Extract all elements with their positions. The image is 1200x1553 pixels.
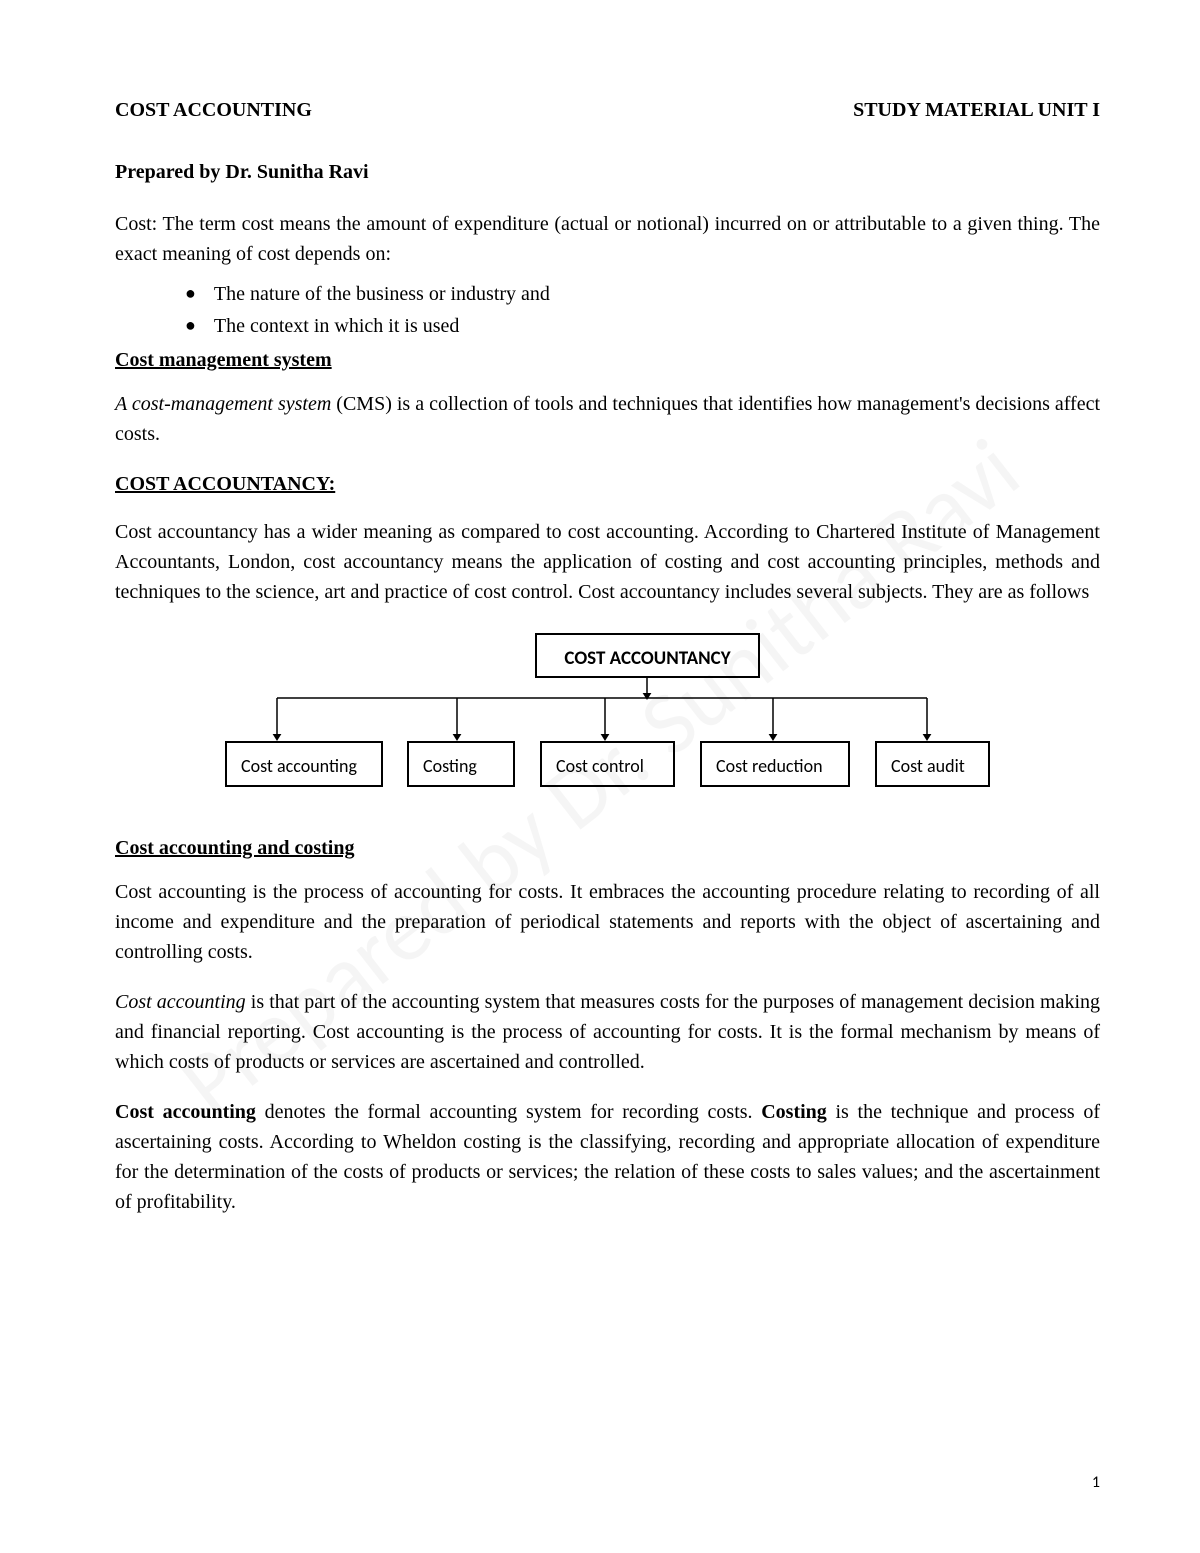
- prepared-by: Prepared by Dr. Sunitha Ravi: [115, 157, 1100, 187]
- header-right: STUDY MATERIAL UNIT I: [853, 95, 1100, 125]
- header-left: COST ACCOUNTING: [115, 95, 312, 125]
- bullet-icon: ●: [185, 311, 196, 340]
- cac-paragraph-3: Cost accounting denotes the formal accou…: [115, 1097, 1100, 1217]
- list-item: ● The nature of the business or industry…: [185, 279, 1100, 309]
- diagram-child-node: Costing: [407, 741, 515, 787]
- cac3-bold1: Cost accounting: [115, 1101, 256, 1123]
- bullet-text: The context in which it is used: [214, 311, 460, 341]
- diagram-root-node: COST ACCOUNTANCY: [535, 633, 760, 678]
- diagram-child-node: Cost accounting: [225, 741, 383, 787]
- cac-paragraph-1: Cost accounting is the process of accoun…: [115, 877, 1100, 967]
- intro-paragraph: Cost: The term cost means the amount of …: [115, 209, 1100, 269]
- bullet-text: The nature of the business or industry a…: [214, 279, 550, 309]
- diagram-child-node: Cost audit: [875, 741, 990, 787]
- cost-accountancy-diagram: COST ACCOUNTANCY Cost accounting Costing Co…: [115, 633, 1100, 793]
- cac2-italic: Cost accounting: [115, 991, 246, 1013]
- section-heading-cac: Cost accounting and costing: [115, 833, 1100, 863]
- diagram-child-node: Cost reduction: [700, 741, 850, 787]
- list-item: ● The context in which it is used: [185, 311, 1100, 341]
- accountancy-paragraph: Cost accountancy has a wider meaning as …: [115, 517, 1100, 607]
- diagram-child-node: Cost control: [540, 741, 675, 787]
- cac3-mid1: denotes the formal accounting system for…: [256, 1101, 761, 1123]
- cms-paragraph: A cost-management system (CMS) is a coll…: [115, 389, 1100, 449]
- section-heading-accountancy: COST ACCOUNTANCY:: [115, 469, 1100, 499]
- bullet-list: ● The nature of the business or industry…: [185, 279, 1100, 341]
- cms-italic-term: A cost-management system: [115, 393, 331, 415]
- cac-paragraph-2: Cost accounting is that part of the acco…: [115, 987, 1100, 1077]
- cac2-rest: is that part of the accounting system th…: [115, 991, 1100, 1073]
- cac3-bold2: Costing: [761, 1101, 827, 1123]
- document-header: COST ACCOUNTING STUDY MATERIAL UNIT I: [115, 95, 1100, 125]
- bullet-icon: ●: [185, 279, 196, 308]
- section-heading-cms: Cost management system: [115, 345, 1100, 375]
- page-number: 1: [1092, 1471, 1100, 1495]
